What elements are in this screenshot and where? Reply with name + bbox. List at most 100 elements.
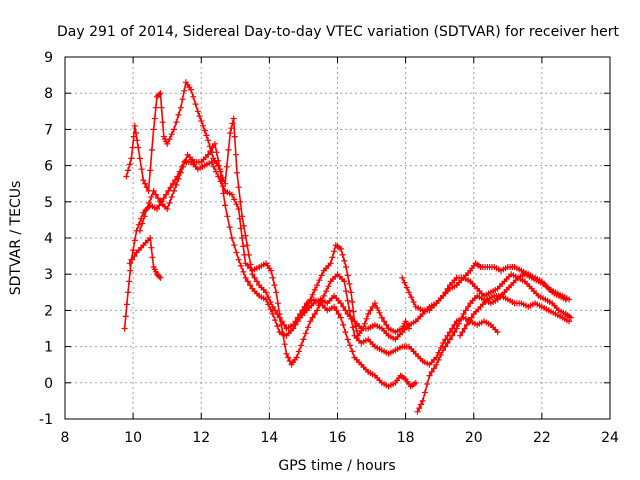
data-point: [211, 140, 218, 147]
data-point: [148, 146, 155, 153]
y-tick-label: 9: [44, 50, 53, 66]
data-point: [207, 148, 214, 155]
x-tick-label: 8: [61, 430, 70, 446]
data-point: [129, 256, 135, 263]
data-point: [263, 289, 269, 296]
data-point: [152, 104, 159, 111]
data-point: [151, 115, 158, 122]
data-point: [200, 122, 206, 129]
data-point: [240, 243, 247, 250]
data-point: [399, 274, 406, 281]
data-point: [149, 254, 156, 261]
data-point: [265, 301, 272, 308]
plot-frame: [64, 56, 611, 420]
data-point: [431, 365, 437, 372]
data-point: [320, 292, 327, 299]
data-point: [224, 213, 231, 220]
data-point: [164, 206, 171, 212]
x-axis-label: GPS time / hours: [278, 458, 395, 474]
data-point: [323, 288, 330, 295]
data-point: [227, 130, 234, 136]
data-point: [456, 320, 462, 327]
data-point: [242, 232, 249, 239]
data-point: [314, 307, 321, 314]
data-point: [215, 157, 222, 164]
data-point: [274, 300, 281, 307]
data-point: [461, 325, 468, 332]
y-axis-label: SDTVAR / TECUs: [8, 181, 24, 296]
data-point: [234, 169, 240, 176]
y-tick-label: 4: [44, 231, 53, 247]
data-point: [316, 302, 323, 309]
data-point: [146, 200, 152, 206]
data-point: [251, 274, 258, 281]
x-tick-label: 20: [465, 430, 483, 446]
data-point: [173, 119, 180, 126]
data-point: [140, 177, 147, 184]
data-point: [462, 307, 469, 314]
data-point: [337, 245, 344, 252]
data-point: [230, 115, 237, 122]
data-point: [156, 91, 163, 98]
data-point: [145, 187, 152, 194]
data-point: [294, 318, 301, 325]
data-point: [136, 227, 143, 234]
data-point: [131, 122, 138, 129]
data-point: [222, 202, 229, 209]
data-point: [331, 303, 338, 310]
data-point: [403, 284, 410, 291]
data-point: [244, 278, 251, 285]
data-point: [190, 93, 197, 100]
data-point: [283, 350, 290, 357]
data-point: [349, 299, 356, 305]
data-point: [217, 166, 223, 173]
data-point: [143, 184, 150, 191]
data-point: [179, 96, 186, 103]
data-point: [138, 166, 145, 173]
data-point: [300, 336, 307, 343]
data-point: [129, 144, 136, 151]
data-point: [220, 190, 227, 197]
data-point: [126, 278, 133, 285]
data-point: [125, 289, 131, 296]
y-tick-label: -1: [39, 412, 53, 428]
y-tick-label: 7: [44, 122, 53, 138]
data-point: [157, 90, 164, 97]
data-point: [123, 301, 130, 308]
data-point: [383, 321, 390, 328]
data-point: [376, 309, 383, 316]
data-point: [209, 144, 216, 151]
series-sat-c: [126, 235, 164, 281]
data-point: [131, 237, 138, 244]
data-point: [229, 120, 236, 127]
chart-title: Day 291 of 2014, Sidereal Day-to-day VTE…: [57, 24, 619, 40]
data-point: [463, 321, 470, 328]
data-point: [168, 131, 175, 138]
data-point: [271, 282, 278, 289]
data-point: [180, 163, 187, 170]
data-point: [350, 308, 357, 315]
data-point: [267, 306, 274, 313]
data-point: [148, 194, 155, 200]
series-sat-a: [123, 79, 419, 390]
data-point: [340, 303, 347, 310]
data-point: [466, 318, 473, 325]
data-point: [437, 352, 444, 358]
data-point: [213, 168, 219, 175]
data-point: [150, 187, 157, 194]
data-point: [167, 184, 174, 191]
data-point: [123, 173, 130, 180]
data-point: [173, 181, 180, 188]
data-point: [369, 303, 376, 310]
data-point: [335, 311, 342, 317]
y-tick-label: 6: [44, 159, 53, 175]
data-point: [410, 299, 417, 305]
data-point: [175, 175, 182, 182]
data-point: [232, 151, 239, 158]
y-tick-label: 8: [44, 86, 53, 102]
data-point: [295, 348, 302, 355]
data-point: [331, 248, 338, 255]
data-point: [164, 140, 171, 147]
data-point: [141, 213, 148, 220]
